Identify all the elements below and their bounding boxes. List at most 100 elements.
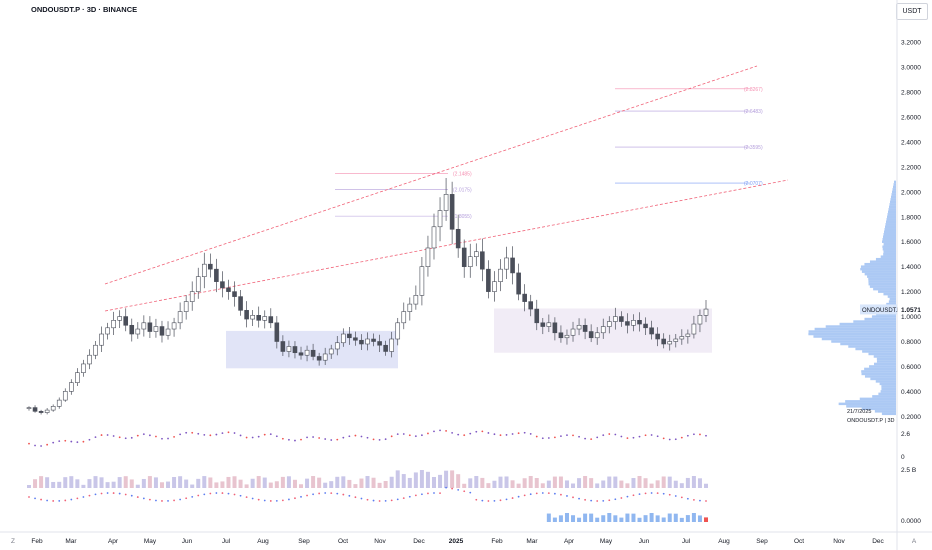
histogram-bar xyxy=(558,515,563,522)
indicator-1-point xyxy=(124,437,127,440)
volume-bar xyxy=(389,476,394,488)
candle-body xyxy=(600,326,606,334)
volume-profile-bar xyxy=(886,220,896,224)
volume-bar xyxy=(637,476,642,488)
volume-bar xyxy=(51,481,56,488)
indicator-1-point xyxy=(269,433,272,436)
x-tick-label: Nov xyxy=(833,538,845,545)
indicator-1-point xyxy=(197,432,200,435)
candle-body xyxy=(129,324,135,335)
volume-bar xyxy=(383,481,388,488)
indicator-1-point xyxy=(535,435,538,438)
candle-body xyxy=(625,321,630,326)
volume-profile-bar xyxy=(870,377,896,381)
volume-bar xyxy=(341,476,346,488)
volume-profile-bar xyxy=(885,225,896,229)
volume-profile-bar xyxy=(840,342,896,346)
volume-bar xyxy=(571,483,576,488)
volume-profile-bar xyxy=(864,375,896,378)
indicator-1-point xyxy=(614,433,617,436)
indicator-3-point xyxy=(294,497,296,500)
indicator-3-point xyxy=(118,492,121,495)
volume-profile-bar xyxy=(838,402,896,406)
volume-profile-bar xyxy=(846,405,896,408)
volume-bar xyxy=(262,477,267,488)
candle-body xyxy=(353,337,358,341)
y-tick-label: 3.2000 xyxy=(901,40,921,47)
candle-body xyxy=(316,356,322,361)
volume-profile-bar xyxy=(882,237,896,241)
indicator-1-point xyxy=(529,433,532,435)
volume-bar xyxy=(123,476,128,488)
volume-profile-bar xyxy=(873,287,896,291)
candle-body xyxy=(159,326,165,336)
candle-body xyxy=(93,344,98,356)
volume-bar xyxy=(202,476,207,488)
candle-body xyxy=(643,323,648,329)
volume-profile-bar xyxy=(831,340,896,343)
indicator-3-point xyxy=(396,498,399,501)
candle-body xyxy=(697,315,703,325)
volume-bar xyxy=(105,482,110,488)
y-tick-label: 2.0000 xyxy=(901,189,921,196)
indicator-3-point xyxy=(699,499,701,502)
indicator-3-point xyxy=(469,491,472,494)
candle-body xyxy=(365,338,370,345)
histogram-bar xyxy=(691,513,696,522)
indicator-3-point xyxy=(233,493,236,496)
x-tick-label: Jun xyxy=(182,538,193,545)
indicator-3-point xyxy=(584,498,587,501)
volume-profile-bar xyxy=(814,327,896,331)
histogram-bar xyxy=(667,513,672,522)
candle-body xyxy=(32,407,38,412)
indicator-1-point xyxy=(451,432,454,434)
candle-body xyxy=(208,263,213,270)
indicator-3-point xyxy=(275,500,278,502)
indicator-1-point xyxy=(384,438,387,441)
indicator-3-point xyxy=(535,492,538,495)
indicator-1-point xyxy=(348,435,351,438)
candle-body xyxy=(69,382,74,392)
indicator-1-point xyxy=(487,432,490,434)
candle-body xyxy=(62,391,68,401)
volume-bar xyxy=(377,482,382,488)
indicator-3-point xyxy=(384,499,387,502)
volume-bar xyxy=(292,479,297,488)
indicator-1-point xyxy=(70,440,73,443)
indicator-3-point xyxy=(179,498,182,501)
volume-profile-bar xyxy=(883,235,896,238)
candle-body xyxy=(189,291,195,302)
histogram-bar xyxy=(546,513,551,522)
indicator-1-point xyxy=(82,440,85,443)
volume-profile-bar xyxy=(855,347,896,351)
volume-profile-bar xyxy=(883,242,896,246)
indicator-1-point xyxy=(481,430,484,433)
indicator-3-point xyxy=(632,494,635,497)
candle-body xyxy=(613,316,618,322)
candle-body xyxy=(99,333,104,346)
candle-body xyxy=(413,295,419,305)
indicator-3-point xyxy=(656,492,659,495)
volume-bar xyxy=(450,470,455,488)
indicator-3-point xyxy=(445,486,447,489)
volume-profile-bar xyxy=(887,215,896,219)
indicator-3-point xyxy=(499,499,502,502)
x-tick-label: Oct xyxy=(794,538,804,545)
indicator-1-point xyxy=(596,436,599,439)
candle-body xyxy=(226,287,231,292)
lower-trendline xyxy=(104,179,789,312)
indicator-1-point xyxy=(493,433,496,436)
volume-bar xyxy=(323,482,328,488)
indicator-1-point xyxy=(281,437,284,440)
volume-profile-bar xyxy=(890,198,896,201)
volume-bar xyxy=(649,483,654,488)
indicator-3-point xyxy=(281,499,284,502)
indicator-1-point xyxy=(312,436,314,438)
y-tick-label: 2.4000 xyxy=(901,139,921,146)
volume-bar xyxy=(238,479,243,488)
volume-profile-bar xyxy=(862,350,896,353)
volume-bar xyxy=(226,476,231,488)
indicator-1-point xyxy=(257,435,260,438)
volume-profile-bar xyxy=(889,203,896,206)
